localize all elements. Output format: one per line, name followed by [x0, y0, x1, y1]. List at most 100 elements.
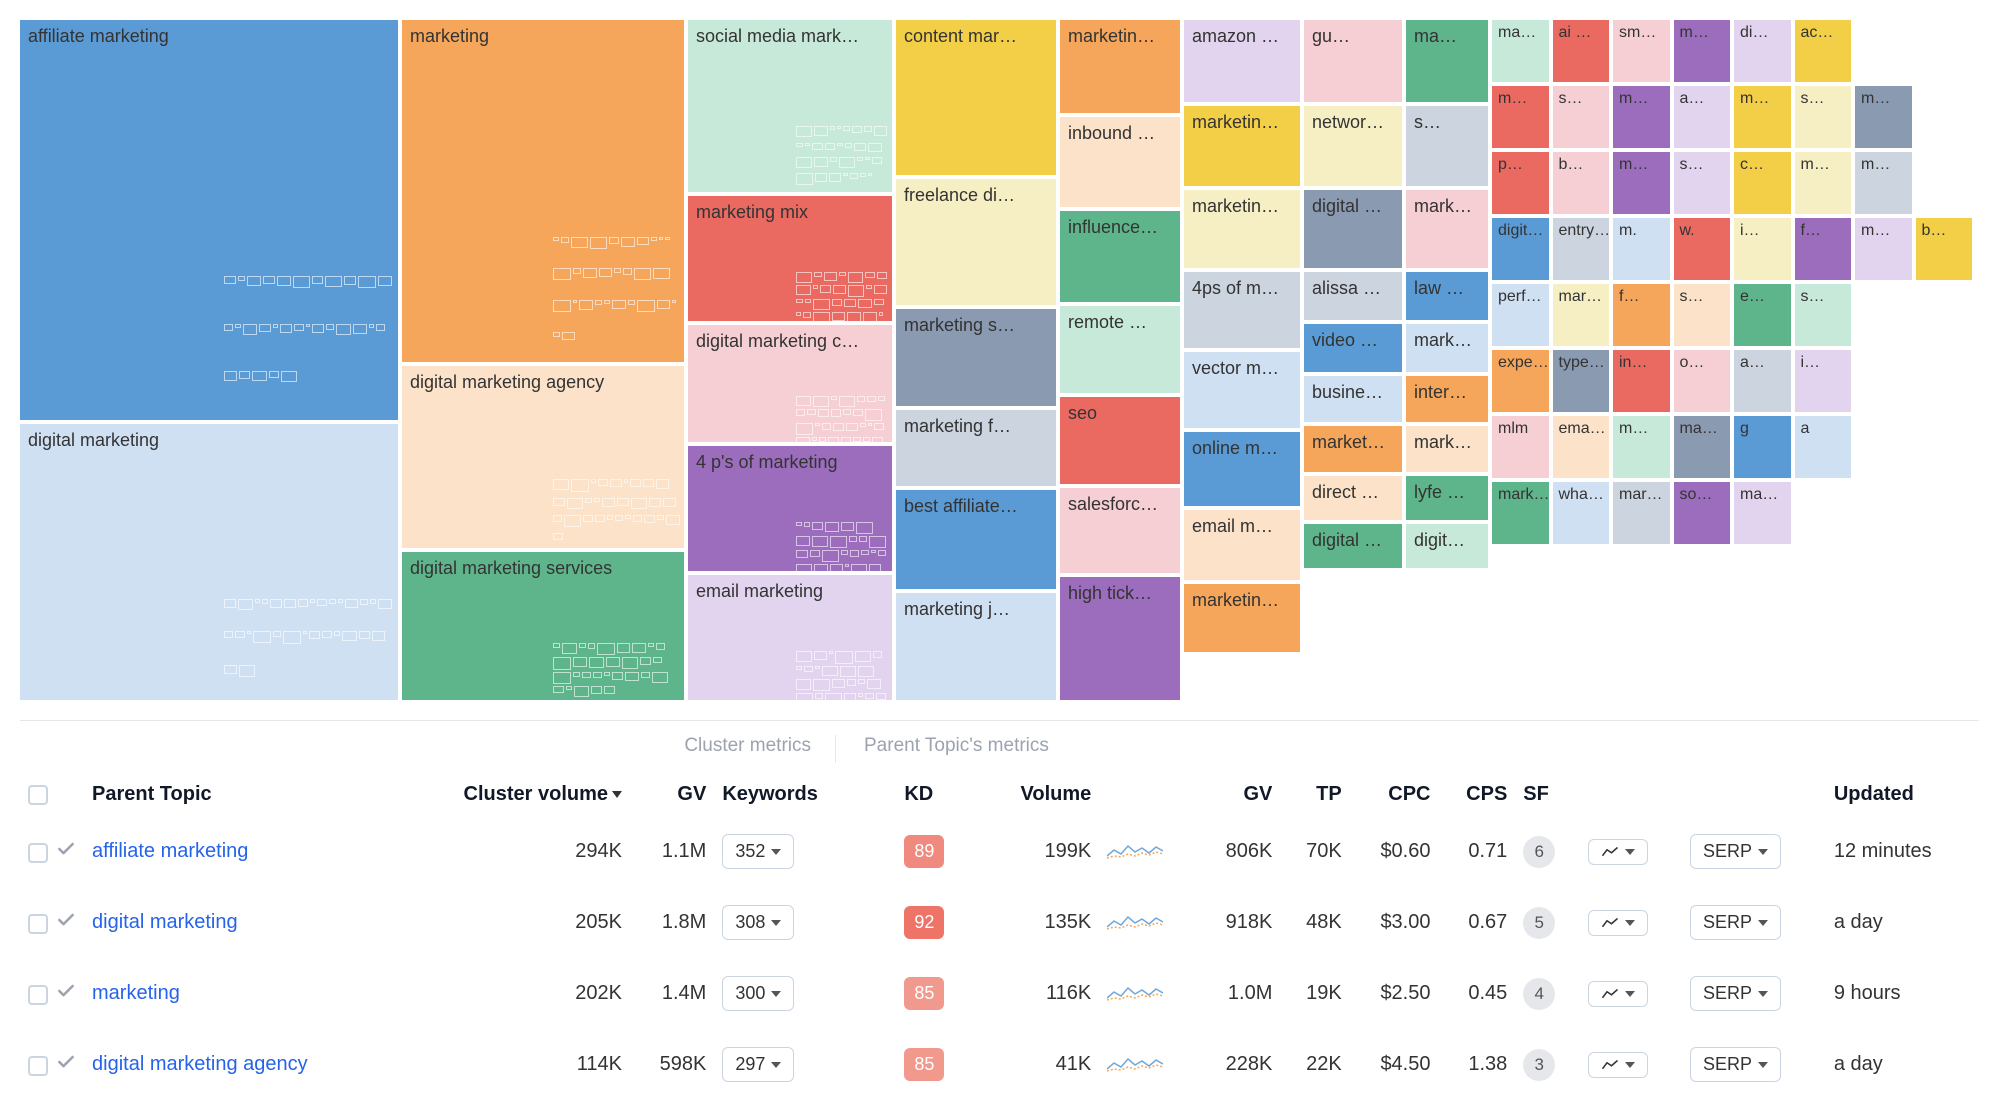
treemap-cell[interactable]: a…: [1674, 86, 1731, 148]
treemap-cell[interactable]: mar…: [1553, 284, 1610, 346]
treemap-cell[interactable]: m…: [1613, 416, 1670, 478]
treemap-cell[interactable]: digital …: [1304, 190, 1402, 268]
col-cluster-volume[interactable]: Cluster volume: [395, 773, 630, 816]
treemap-cell[interactable]: digital marketing: [20, 424, 398, 700]
treemap-cell[interactable]: marketing mix: [688, 196, 892, 321]
col-gv2[interactable]: GV: [1196, 773, 1280, 816]
treemap-cell[interactable]: mar…: [1613, 482, 1670, 544]
treemap-cell[interactable]: m…: [1855, 218, 1912, 280]
treemap-cell[interactable]: ac…: [1795, 20, 1852, 82]
treemap-cell[interactable]: digital …: [1304, 524, 1402, 568]
treemap-cell[interactable]: f…: [1795, 218, 1852, 280]
treemap-cell[interactable]: type…: [1553, 350, 1610, 412]
parent-topic-link[interactable]: digital marketing: [92, 911, 238, 933]
treemap-cell[interactable]: email marketing: [688, 575, 892, 700]
treemap-cell[interactable]: i…: [1734, 218, 1791, 280]
treemap-cell[interactable]: expe…: [1492, 350, 1549, 412]
treemap-cell[interactable]: m…: [1613, 86, 1670, 148]
treemap-cell[interactable]: ma…: [1674, 416, 1731, 478]
treemap-cell[interactable]: s…: [1795, 284, 1852, 346]
treemap-cell[interactable]: c…: [1734, 152, 1791, 214]
treemap-cell[interactable]: b…: [1916, 218, 1973, 280]
treemap-cell[interactable]: mark…: [1492, 482, 1549, 544]
treemap-cell[interactable]: email m…: [1184, 510, 1300, 580]
col-gv[interactable]: GV: [630, 773, 714, 816]
treemap-cell[interactable]: lyfe …: [1406, 476, 1488, 520]
trend-dropdown[interactable]: [1588, 910, 1648, 936]
treemap-cell[interactable]: marketin…: [1184, 584, 1300, 652]
keywords-dropdown[interactable]: 297: [722, 1047, 794, 1082]
col-sf[interactable]: SF: [1515, 773, 1580, 816]
treemap-cell[interactable]: digit…: [1406, 524, 1488, 568]
treemap-cell[interactable]: mark…: [1406, 324, 1488, 372]
col-volume[interactable]: Volume: [983, 773, 1100, 816]
treemap-cell[interactable]: i…: [1795, 350, 1852, 412]
treemap-cell[interactable]: direct …: [1304, 476, 1402, 520]
select-all-checkbox[interactable]: [28, 785, 48, 805]
treemap-cell[interactable]: busine…: [1304, 376, 1402, 422]
treemap-cell[interactable]: s…: [1674, 152, 1731, 214]
treemap-cell[interactable]: 4ps of m…: [1184, 272, 1300, 348]
col-cpc[interactable]: CPC: [1350, 773, 1439, 816]
treemap-cell[interactable]: salesforc…: [1060, 488, 1180, 573]
keywords-dropdown[interactable]: 300: [722, 976, 794, 1011]
treemap-cell[interactable]: m…: [1795, 152, 1852, 214]
treemap-cell[interactable]: perf…: [1492, 284, 1549, 346]
treemap-cell[interactable]: inbound …: [1060, 117, 1180, 208]
treemap-cell[interactable]: mlm: [1492, 416, 1549, 478]
treemap-cell[interactable]: o…: [1674, 350, 1731, 412]
row-checkbox[interactable]: [28, 914, 48, 934]
trend-dropdown[interactable]: [1588, 839, 1648, 865]
treemap-cell[interactable]: ai …: [1553, 20, 1610, 82]
treemap-cell[interactable]: e…: [1734, 284, 1791, 346]
treemap-cell[interactable]: f…: [1613, 284, 1670, 346]
serp-dropdown[interactable]: SERP: [1690, 976, 1781, 1011]
parent-topic-link[interactable]: marketing: [92, 982, 180, 1004]
keywords-dropdown[interactable]: 308: [722, 905, 794, 940]
treemap-cell[interactable]: s…: [1795, 86, 1852, 148]
treemap-cell[interactable]: entry…: [1553, 218, 1610, 280]
treemap-cell[interactable]: m.: [1613, 218, 1670, 280]
treemap-cell[interactable]: ema…: [1553, 416, 1610, 478]
serp-dropdown[interactable]: SERP: [1690, 1047, 1781, 1082]
parent-topic-link[interactable]: affiliate marketing: [92, 840, 248, 862]
col-cps[interactable]: CPS: [1439, 773, 1516, 816]
serp-dropdown[interactable]: SERP: [1690, 905, 1781, 940]
treemap-cell[interactable]: affiliate marketing: [20, 20, 398, 420]
treemap-cell[interactable]: w.: [1674, 218, 1731, 280]
trend-dropdown[interactable]: [1588, 1052, 1648, 1078]
treemap-cell[interactable]: ma…: [1492, 20, 1549, 82]
parent-topic-link[interactable]: digital marketing agency: [92, 1053, 308, 1075]
col-tp[interactable]: TP: [1280, 773, 1349, 816]
treemap-cell[interactable]: ma…: [1734, 482, 1791, 544]
serp-dropdown[interactable]: SERP: [1690, 834, 1781, 869]
row-checkbox[interactable]: [28, 985, 48, 1005]
treemap-cell[interactable]: inter…: [1406, 376, 1488, 422]
treemap-cell[interactable]: m…: [1674, 20, 1731, 82]
treemap-cell[interactable]: s…: [1553, 86, 1610, 148]
treemap-cell[interactable]: mark…: [1406, 190, 1488, 268]
treemap-cell[interactable]: best affiliate…: [896, 490, 1056, 589]
treemap-cell[interactable]: m…: [1613, 152, 1670, 214]
treemap-cell[interactable]: freelance di…: [896, 179, 1056, 305]
treemap-cell[interactable]: digital marketing agency: [402, 366, 684, 548]
treemap-cell[interactable]: social media mark…: [688, 20, 892, 192]
treemap-cell[interactable]: video …: [1304, 324, 1402, 372]
treemap-cell[interactable]: in…: [1613, 350, 1670, 412]
keywords-dropdown[interactable]: 352: [722, 834, 794, 869]
treemap-cell[interactable]: sm…: [1613, 20, 1670, 82]
treemap-cell[interactable]: marketing j…: [896, 593, 1056, 700]
col-parent-topic[interactable]: Parent Topic: [84, 773, 395, 816]
treemap-cell[interactable]: m…: [1734, 86, 1791, 148]
col-keywords[interactable]: Keywords: [714, 773, 864, 816]
treemap-cell[interactable]: marketin…: [1060, 20, 1180, 113]
treemap-cell[interactable]: m…: [1855, 152, 1912, 214]
treemap-cell[interactable]: influence…: [1060, 211, 1180, 302]
treemap-cell[interactable]: so…: [1674, 482, 1731, 544]
treemap-cell[interactable]: online m…: [1184, 432, 1300, 506]
treemap-cell[interactable]: market…: [1304, 426, 1402, 472]
treemap-cell[interactable]: b…: [1553, 152, 1610, 214]
treemap-cell[interactable]: gu…: [1304, 20, 1402, 102]
treemap-cell[interactable]: marketing s…: [896, 309, 1056, 406]
treemap-cell[interactable]: alissa …: [1304, 272, 1402, 320]
